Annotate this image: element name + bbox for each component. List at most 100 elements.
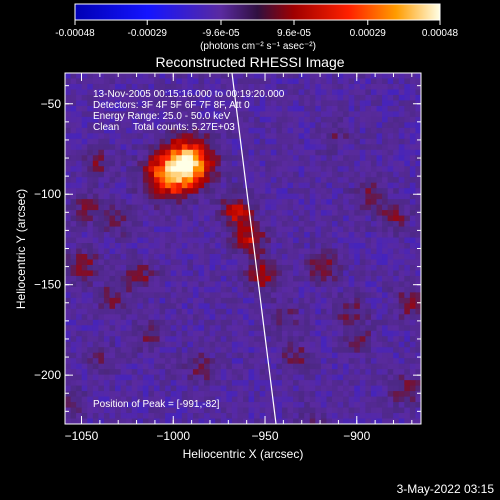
image-pixel (131, 380, 138, 387)
image-pixel (415, 210, 421, 217)
image-pixel (243, 243, 250, 250)
image-pixel (276, 171, 283, 178)
image-pixel (148, 100, 155, 107)
image-pixel (220, 275, 227, 282)
image-pixel (237, 204, 244, 211)
image-pixel (176, 297, 183, 304)
image-pixel (159, 171, 166, 178)
image-pixel (115, 221, 122, 228)
image-pixel (265, 396, 272, 403)
image-pixel (115, 253, 122, 261)
image-pixel (365, 149, 372, 156)
image-pixel (387, 89, 394, 96)
image-pixel (376, 166, 383, 173)
image-pixel (393, 226, 400, 233)
image-pixel (165, 138, 172, 145)
image-pixel (187, 253, 194, 261)
image-pixel (287, 253, 294, 261)
image-pixel (248, 111, 255, 118)
image-pixel (176, 177, 183, 184)
image-pixel (276, 341, 283, 348)
image-pixel (226, 292, 233, 299)
image-pixel (326, 199, 333, 206)
image-pixel (309, 149, 316, 156)
image-pixel (148, 226, 155, 233)
image-pixel (92, 418, 99, 424)
image-pixel (220, 413, 227, 420)
image-pixel (109, 204, 116, 211)
image-pixel (276, 237, 283, 244)
image-pixel (298, 210, 305, 217)
image-pixel (176, 111, 183, 118)
image-pixel (142, 264, 150, 272)
image-pixel (243, 221, 250, 228)
image-pixel (276, 391, 283, 398)
image-pixel (142, 330, 150, 337)
image-pixel (209, 105, 216, 112)
image-pixel (87, 193, 94, 200)
image-pixel (365, 160, 372, 167)
image-pixel (170, 275, 177, 282)
image-pixel (170, 374, 177, 381)
image-pixel (370, 177, 378, 184)
image-pixel (276, 325, 283, 332)
image-pixel (320, 319, 328, 326)
image-pixel (154, 78, 161, 85)
image-pixel (348, 319, 355, 326)
image-pixel (142, 374, 150, 381)
image-pixel (376, 270, 383, 277)
image-pixel (70, 182, 77, 189)
image-pixel (204, 319, 211, 326)
image-pixel (398, 204, 405, 211)
image-pixel (343, 171, 350, 178)
image-pixel (276, 215, 283, 222)
image-pixel (81, 237, 88, 244)
image-pixel (404, 363, 411, 370)
image-pixel (281, 243, 289, 250)
image-pixel (181, 319, 188, 326)
image-pixel (120, 94, 127, 102)
image-pixel (332, 369, 339, 376)
image-pixel (270, 292, 277, 299)
image-pixel (209, 193, 216, 200)
image-pixel (76, 358, 83, 365)
image-pixel (298, 105, 305, 112)
image-pixel (192, 413, 200, 420)
image-pixel (332, 111, 339, 118)
image-pixel (165, 177, 172, 184)
image-pixel (109, 133, 116, 140)
image-pixel (337, 243, 344, 250)
image-pixel (187, 297, 194, 304)
image-pixel (170, 199, 177, 206)
image-pixel (87, 292, 94, 299)
image-pixel (115, 182, 122, 189)
image-pixel (65, 237, 72, 244)
image-pixel (393, 270, 400, 277)
image-pixel (103, 369, 111, 376)
image-pixel (276, 275, 283, 282)
image-pixel (332, 83, 339, 91)
image-pixel (337, 319, 344, 326)
image-pixel (70, 303, 77, 310)
image-pixel (204, 380, 211, 387)
image-pixel (187, 133, 194, 140)
image-pixel (181, 127, 188, 134)
image-pixel (215, 226, 222, 233)
image-pixel (348, 221, 355, 228)
image-pixel (226, 286, 233, 293)
image-pixel (115, 259, 122, 266)
image-pixel (404, 407, 411, 414)
image-pixel (215, 166, 222, 173)
image-pixel (398, 275, 405, 282)
image-pixel (154, 292, 161, 299)
image-pixel (365, 237, 372, 244)
colorbar-tick-label: -0.00048 (55, 28, 95, 39)
image-pixel (231, 352, 239, 359)
image-pixel (320, 347, 328, 354)
image-pixel (365, 138, 372, 145)
image-pixel (254, 264, 261, 272)
image-pixel (204, 215, 211, 222)
image-pixel (65, 303, 72, 310)
image-pixel (343, 303, 350, 310)
